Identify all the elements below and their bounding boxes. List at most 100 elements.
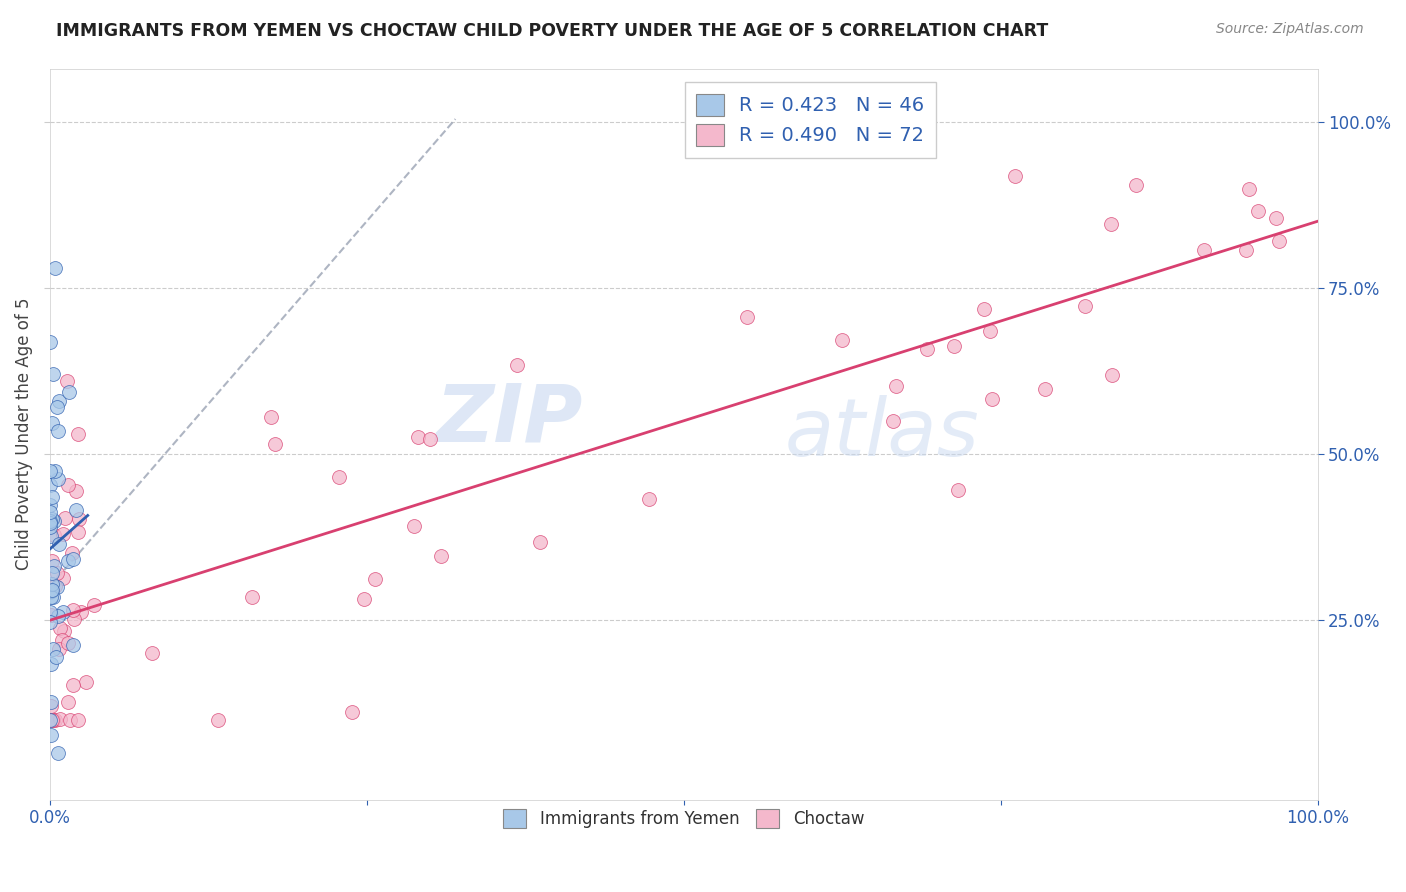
Point — [39, 478, 62, 492]
Point — [45, 580, 67, 594]
Point — [49, 621, 72, 635]
Point — [62, 638, 84, 652]
Point — [39, 657, 62, 671]
Point — [973, 301, 995, 316]
Point — [46, 400, 69, 414]
Point — [406, 430, 429, 444]
Point — [48, 641, 70, 656]
Point — [38, 498, 60, 512]
Point — [52, 526, 75, 541]
Point — [1268, 235, 1291, 249]
Point — [264, 437, 287, 451]
Point — [41, 529, 63, 543]
Point — [75, 675, 97, 690]
Point — [529, 535, 551, 549]
Point — [66, 713, 89, 727]
Point — [42, 558, 65, 573]
Point — [1101, 368, 1123, 383]
Point — [39, 514, 62, 528]
Point — [56, 695, 79, 709]
Point — [56, 478, 79, 492]
Point — [38, 516, 60, 530]
Point — [42, 591, 65, 605]
Point — [637, 491, 659, 506]
Point — [41, 713, 63, 727]
Point — [1192, 243, 1215, 257]
Point — [41, 583, 63, 598]
Point — [41, 416, 63, 430]
Point — [56, 554, 79, 568]
Text: atlas: atlas — [785, 395, 980, 473]
Point — [46, 566, 69, 581]
Point — [38, 464, 60, 478]
Point — [340, 706, 363, 720]
Point — [419, 432, 441, 446]
Point — [39, 584, 62, 599]
Point — [46, 472, 69, 486]
Point — [737, 310, 759, 324]
Point — [46, 608, 69, 623]
Point — [364, 572, 387, 586]
Point — [52, 624, 75, 639]
Text: Source: ZipAtlas.com: Source: ZipAtlas.com — [1216, 22, 1364, 37]
Point — [402, 519, 425, 533]
Y-axis label: Child Poverty Under the Age of 5: Child Poverty Under the Age of 5 — [15, 298, 32, 570]
Point — [42, 528, 65, 542]
Point — [46, 424, 69, 438]
Point — [1073, 299, 1095, 313]
Point — [52, 606, 75, 620]
Point — [884, 379, 907, 393]
Point — [62, 678, 84, 692]
Point — [1234, 244, 1257, 258]
Point — [1125, 178, 1147, 192]
Point — [83, 598, 105, 612]
Point — [1264, 211, 1286, 225]
Point — [328, 470, 350, 484]
Point — [1004, 169, 1026, 184]
Point — [41, 576, 63, 591]
Point — [60, 546, 83, 560]
Point — [979, 324, 1001, 338]
Point — [430, 549, 453, 564]
Point — [39, 728, 62, 742]
Point — [70, 605, 93, 619]
Point — [46, 746, 69, 760]
Point — [56, 374, 79, 388]
Point — [62, 552, 84, 566]
Point — [240, 590, 263, 604]
Point — [41, 490, 63, 504]
Point — [52, 571, 75, 585]
Point — [41, 512, 63, 526]
Point — [39, 335, 62, 350]
Point — [44, 578, 66, 592]
Point — [67, 512, 90, 526]
Point — [51, 633, 73, 648]
Point — [39, 519, 62, 533]
Point — [1099, 217, 1122, 231]
Point — [41, 695, 63, 709]
Point — [49, 712, 72, 726]
Point — [45, 649, 67, 664]
Point — [59, 713, 82, 727]
Legend: Immigrants from Yemen, Choctaw: Immigrants from Yemen, Choctaw — [496, 803, 870, 835]
Point — [42, 713, 65, 727]
Point — [915, 342, 938, 356]
Text: ZIP: ZIP — [434, 380, 582, 458]
Point — [943, 339, 966, 353]
Point — [38, 713, 60, 727]
Point — [48, 393, 70, 408]
Point — [1239, 182, 1261, 196]
Point — [41, 566, 63, 580]
Point — [353, 592, 375, 607]
Point — [67, 524, 90, 539]
Point — [882, 414, 904, 428]
Point — [946, 483, 969, 497]
Point — [141, 646, 163, 660]
Point — [58, 384, 80, 399]
Point — [38, 615, 60, 629]
Point — [1247, 204, 1270, 219]
Point — [38, 605, 60, 619]
Point — [66, 427, 89, 442]
Point — [260, 409, 283, 424]
Point — [42, 514, 65, 528]
